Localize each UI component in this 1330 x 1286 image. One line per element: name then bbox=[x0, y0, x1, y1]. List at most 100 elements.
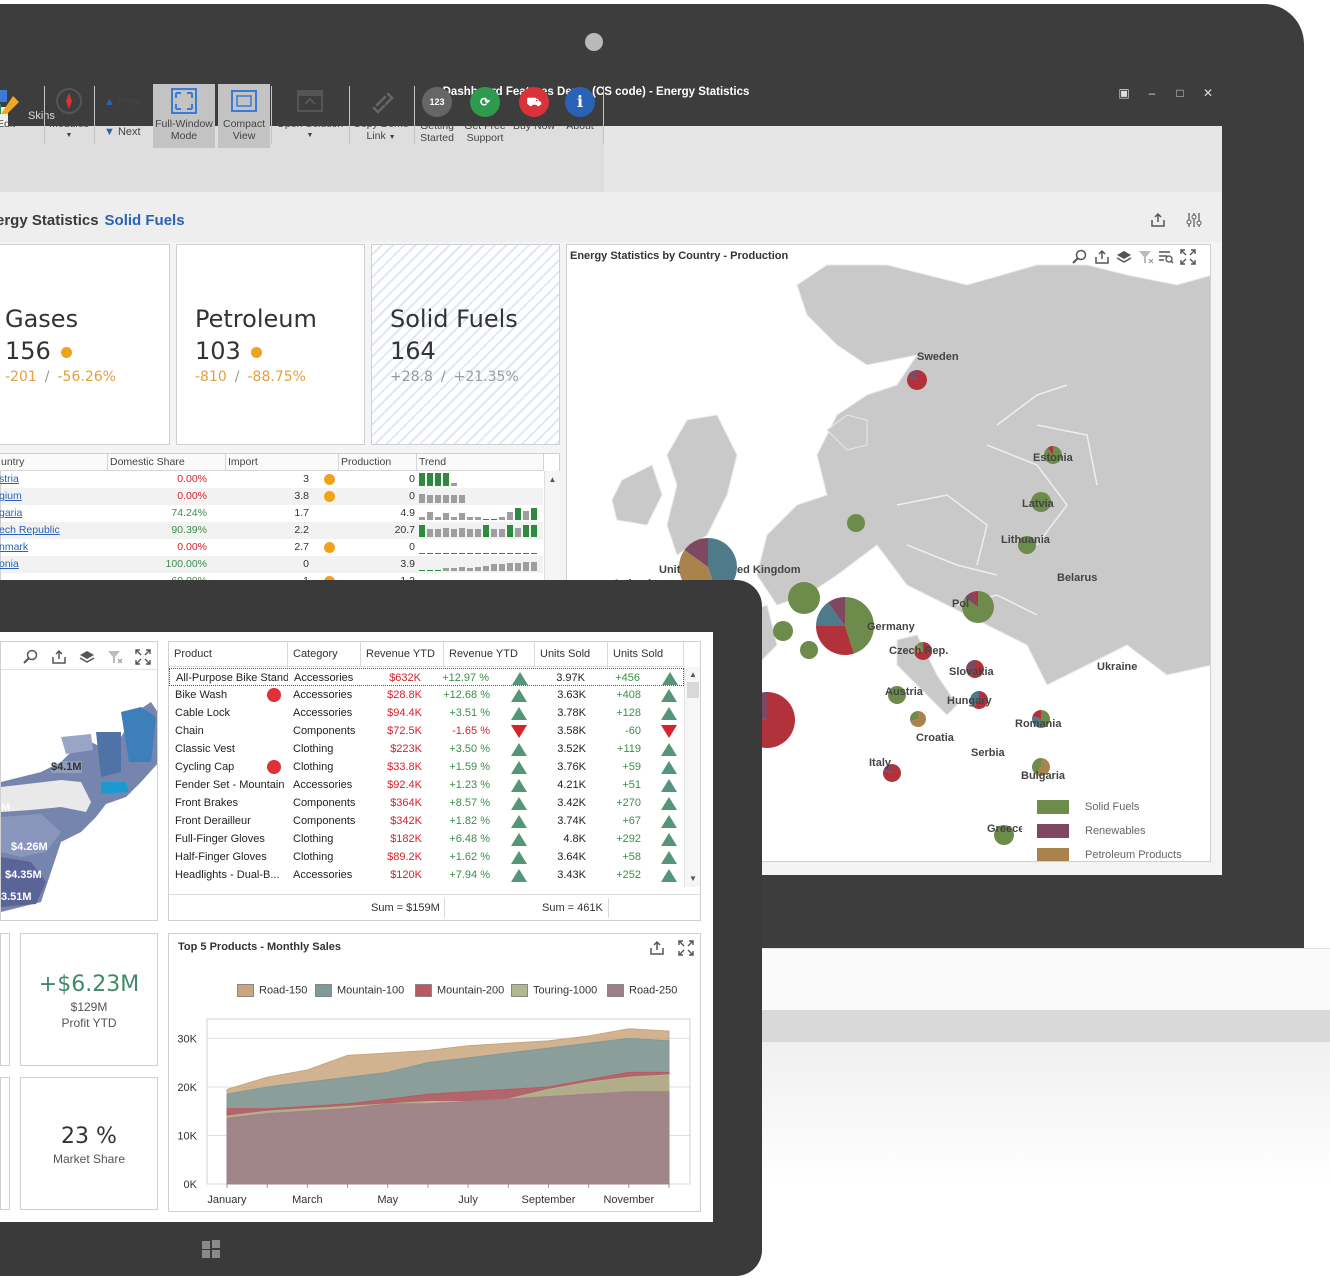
next-link[interactable]: ▼ Next bbox=[104, 126, 141, 138]
country-italy[interactable] bbox=[896, 634, 958, 716]
pie-slice[interactable] bbox=[1032, 758, 1041, 775]
dashboard-subtitle[interactable]: Solid Fuels bbox=[104, 212, 185, 229]
copy-demo-link-button[interactable]: Copy Demo Link ▼ bbox=[350, 84, 412, 148]
header-country[interactable]: untry bbox=[0, 454, 108, 471]
pie-slice[interactable] bbox=[965, 591, 978, 607]
header-units-delta[interactable]: Units Sold bbox=[608, 642, 684, 667]
maximize-icon[interactable]: □ bbox=[1176, 86, 1184, 100]
open-solution-button[interactable]: Open Solution ▼ bbox=[273, 84, 347, 148]
grid-scrollbar[interactable]: ▲ bbox=[544, 471, 560, 583]
pie-slice[interactable] bbox=[816, 626, 854, 655]
filter-list-icon[interactable] bbox=[1158, 249, 1174, 265]
pie-slice[interactable] bbox=[1032, 716, 1041, 728]
table-row[interactable]: Fender Set - Mountain Accessories $92.4K +1… bbox=[169, 776, 684, 794]
pie-slice[interactable] bbox=[1035, 758, 1050, 777]
tab-home[interactable]: o bbox=[0, 107, 8, 126]
country-denmark[interactable] bbox=[826, 414, 868, 451]
maximize-icon[interactable] bbox=[1180, 249, 1196, 265]
pie-slice[interactable] bbox=[917, 642, 923, 651]
pie-slice[interactable] bbox=[914, 642, 932, 660]
pie-marker[interactable] bbox=[1031, 492, 1051, 512]
pie-slice[interactable] bbox=[845, 597, 874, 654]
pie-slice[interactable] bbox=[827, 597, 845, 626]
legend-item[interactable]: Mountain-100 bbox=[315, 984, 404, 997]
windows-logo-icon[interactable] bbox=[202, 1240, 220, 1258]
table-row[interactable]: Cable Lock Accessories $94.4K +3.51 % 3.78K +… bbox=[169, 704, 684, 722]
pie-slice[interactable] bbox=[966, 660, 975, 677]
country-ireland[interactable] bbox=[611, 464, 663, 526]
pie-slice[interactable] bbox=[1041, 710, 1050, 728]
pie-marker[interactable] bbox=[788, 582, 820, 614]
header-revenue-delta[interactable]: Revenue YTD bbox=[444, 642, 535, 667]
close-icon[interactable]: ✕ bbox=[1202, 86, 1214, 100]
get-free-support-button[interactable]: ⟳ Get Free Support bbox=[460, 84, 510, 148]
legend-item[interactable]: Road-150 bbox=[237, 984, 307, 997]
about-button[interactable]: i About bbox=[560, 84, 600, 148]
table-row[interactable]: Headlights - Dual-B... Accessories $120K +7… bbox=[169, 866, 684, 884]
table-row[interactable]: Half-Finger Gloves Clothing $89.2K +1.62 % 3… bbox=[169, 848, 684, 866]
table-row[interactable]: Classic Vest Clothing $223K +3.50 % 3.52K +11… bbox=[169, 740, 684, 758]
parameters-icon[interactable] bbox=[1186, 212, 1202, 228]
compact-view-button[interactable]: Compact View bbox=[218, 84, 270, 148]
pie-slice[interactable] bbox=[910, 711, 926, 727]
country-link[interactable]: garia bbox=[0, 507, 23, 519]
pie-slice[interactable] bbox=[970, 691, 979, 708]
header-category[interactable]: Category bbox=[288, 642, 361, 667]
pie-marker[interactable] bbox=[994, 825, 1014, 845]
table-row[interactable]: Front Derailleur Components $342K +1.82 % 3.… bbox=[169, 812, 684, 830]
country-link[interactable]: ech Republic bbox=[0, 524, 60, 536]
table-row[interactable]: Chain Components $72.5K -1.65 % 3.58K -60 bbox=[169, 722, 684, 740]
header-production[interactable]: Production bbox=[339, 454, 417, 471]
zoom-icon[interactable] bbox=[23, 649, 39, 665]
legend-item[interactable]: Touring-1000 bbox=[511, 984, 597, 997]
country-great-britain[interactable] bbox=[666, 414, 738, 556]
us-sales-map[interactable] bbox=[1, 642, 158, 921]
scroll-thumb[interactable] bbox=[687, 682, 699, 698]
country-link[interactable]: stria bbox=[0, 473, 19, 485]
table-row[interactable]: stria 0.00% 3 0 bbox=[0, 471, 543, 488]
pie-slice[interactable] bbox=[907, 370, 917, 380]
pie-slice[interactable] bbox=[969, 660, 984, 678]
pie-marker[interactable] bbox=[888, 686, 906, 704]
pie-slice[interactable] bbox=[684, 538, 708, 567]
table-row[interactable]: gium 0.00% 3.8 0 bbox=[0, 488, 543, 505]
country-link[interactable]: gium bbox=[0, 490, 22, 502]
header-trend[interactable]: Trend bbox=[417, 454, 544, 471]
country-border[interactable] bbox=[986, 444, 1068, 546]
table-row[interactable]: Bike Wash Accessories $28.8K +12.68 % 3.63K +… bbox=[169, 686, 684, 704]
scroll-down-icon[interactable]: ▼ bbox=[689, 874, 697, 883]
clear-filter-icon[interactable] bbox=[107, 649, 123, 665]
maximize-icon[interactable] bbox=[678, 940, 694, 956]
clear-filter-icon[interactable] bbox=[1138, 249, 1154, 265]
pie-slice[interactable] bbox=[910, 711, 918, 722]
table-row[interactable]: onia 100.00% 0 3.9 bbox=[0, 556, 543, 573]
header-product[interactable]: Product bbox=[169, 642, 288, 667]
scroll-up-icon[interactable]: ▲ bbox=[689, 670, 697, 679]
layers-icon[interactable] bbox=[79, 649, 95, 665]
prev-button[interactable]: ▲ Prev ▼ Next bbox=[100, 84, 150, 148]
grid-scrollbar[interactable]: ▲ ▼ bbox=[684, 667, 700, 887]
pie-marker[interactable] bbox=[847, 514, 865, 532]
layers-icon[interactable] bbox=[1116, 249, 1132, 265]
area-chart[interactable]: 0K 10K 20K 30K January March May July September N… bbox=[169, 934, 702, 1213]
pie-slice[interactable] bbox=[973, 591, 978, 607]
modules-button[interactable]: Modules ▼ bbox=[46, 84, 92, 148]
maximize-icon[interactable] bbox=[135, 649, 151, 665]
table-row[interactable]: Full-Finger Gloves Clothing $182K +6.48 % 4.… bbox=[169, 830, 684, 848]
table-row[interactable]: Front Brakes Components $364K +8.57 % 3.42K +… bbox=[169, 794, 684, 812]
card-petroleum[interactable]: Petroleum 103 -810 / -88.75% bbox=[176, 244, 365, 445]
pie-marker[interactable] bbox=[800, 641, 818, 659]
country-link[interactable]: nmark bbox=[0, 541, 29, 553]
country-link[interactable]: onia bbox=[0, 558, 19, 570]
table-row[interactable]: Cycling Cap Clothing $33.8K +1.59 % 3.76K +59 bbox=[169, 758, 684, 776]
scroll-up-icon[interactable]: ▲ bbox=[548, 475, 557, 484]
card-solid-fuels[interactable]: Solid Fuels 164 +28.8 / +21.35% bbox=[371, 244, 560, 445]
europe-map[interactable]: Sweden Estonia Latvia Lithuania Belarus Unit e… bbox=[567, 245, 1211, 862]
tab-skins[interactable]: Skins bbox=[28, 110, 55, 122]
pie-marker[interactable] bbox=[1018, 536, 1036, 554]
table-row[interactable]: ech Republic 90.39% 2.2 20.7 bbox=[0, 522, 543, 539]
table-row[interactable]: garia 74.24% 1.7 4.9 bbox=[0, 505, 543, 522]
pie-slice[interactable] bbox=[914, 643, 923, 654]
continent-shape[interactable] bbox=[756, 264, 1211, 686]
card-gases[interactable]: Gases 156 -201 / -56.26% bbox=[0, 244, 170, 445]
